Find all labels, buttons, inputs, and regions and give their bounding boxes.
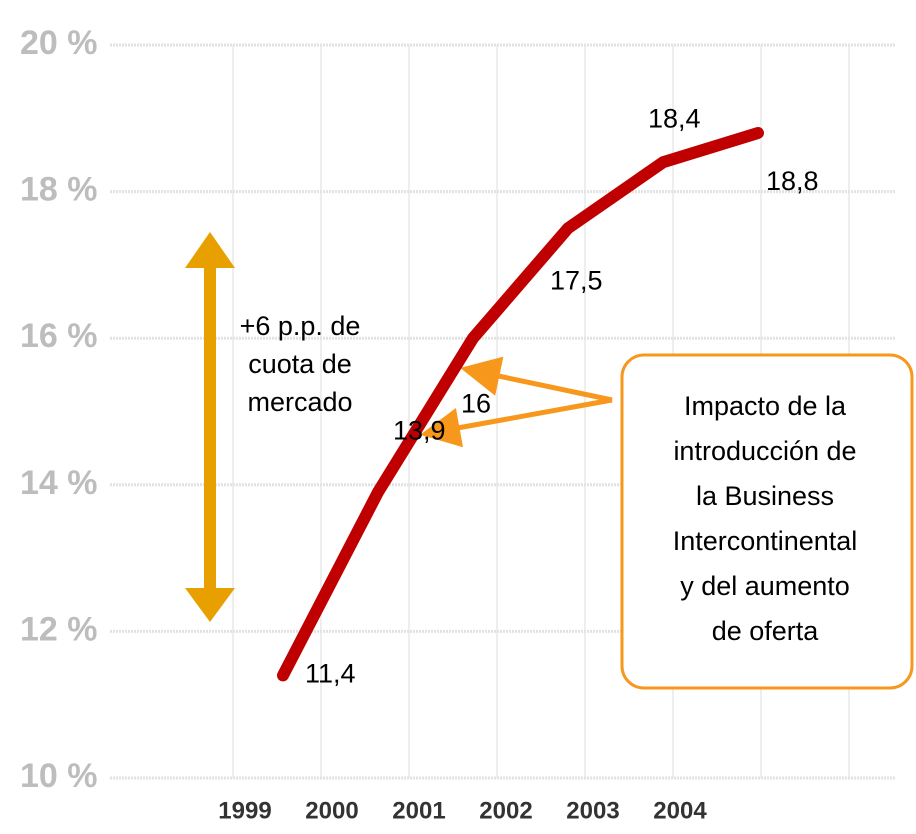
value-label: 17,5 xyxy=(550,265,603,295)
value-label: 18,4 xyxy=(648,103,701,133)
annotation-text: +6 p.p. de xyxy=(240,311,361,341)
y-tick-label: 12 % xyxy=(20,610,98,648)
pointer-arrows xyxy=(420,356,613,448)
annotation-text: la Business xyxy=(696,481,834,511)
x-tick-label: 2000 xyxy=(305,797,358,824)
annotation-box xyxy=(620,353,914,690)
annotation-text: Impacto de la xyxy=(684,391,847,421)
y-tick-label: 16 % xyxy=(20,317,98,355)
value-label: 16 xyxy=(461,388,491,418)
series-line xyxy=(277,126,764,682)
range-arrow xyxy=(185,232,235,622)
y-tick-label: 18 % xyxy=(20,171,98,209)
x-tick-label: 2001 xyxy=(392,797,445,824)
annotation-text: de oferta xyxy=(712,616,820,646)
x-tick-label: 2002 xyxy=(479,797,532,824)
annotation-text: introducción de xyxy=(673,436,856,466)
annotation-text: mercado xyxy=(247,387,352,417)
annotation-text: Intercontinental xyxy=(673,526,858,556)
annotation-text: y del aumento xyxy=(680,571,850,601)
y-tick-label: 10 % xyxy=(20,757,98,795)
x-tick-label: 2003 xyxy=(566,797,619,824)
y-tick-label: 14 % xyxy=(20,464,98,502)
value-label: 11,4 xyxy=(305,659,356,689)
x-tick-label: 1999 xyxy=(218,797,271,824)
value-label: 13,9 xyxy=(393,415,446,445)
annotation-text: cuota de xyxy=(248,349,352,379)
y-tick-label: 20 % xyxy=(20,24,98,62)
value-label: 18,8 xyxy=(766,166,819,196)
x-tick-label: 2004 xyxy=(653,797,707,824)
